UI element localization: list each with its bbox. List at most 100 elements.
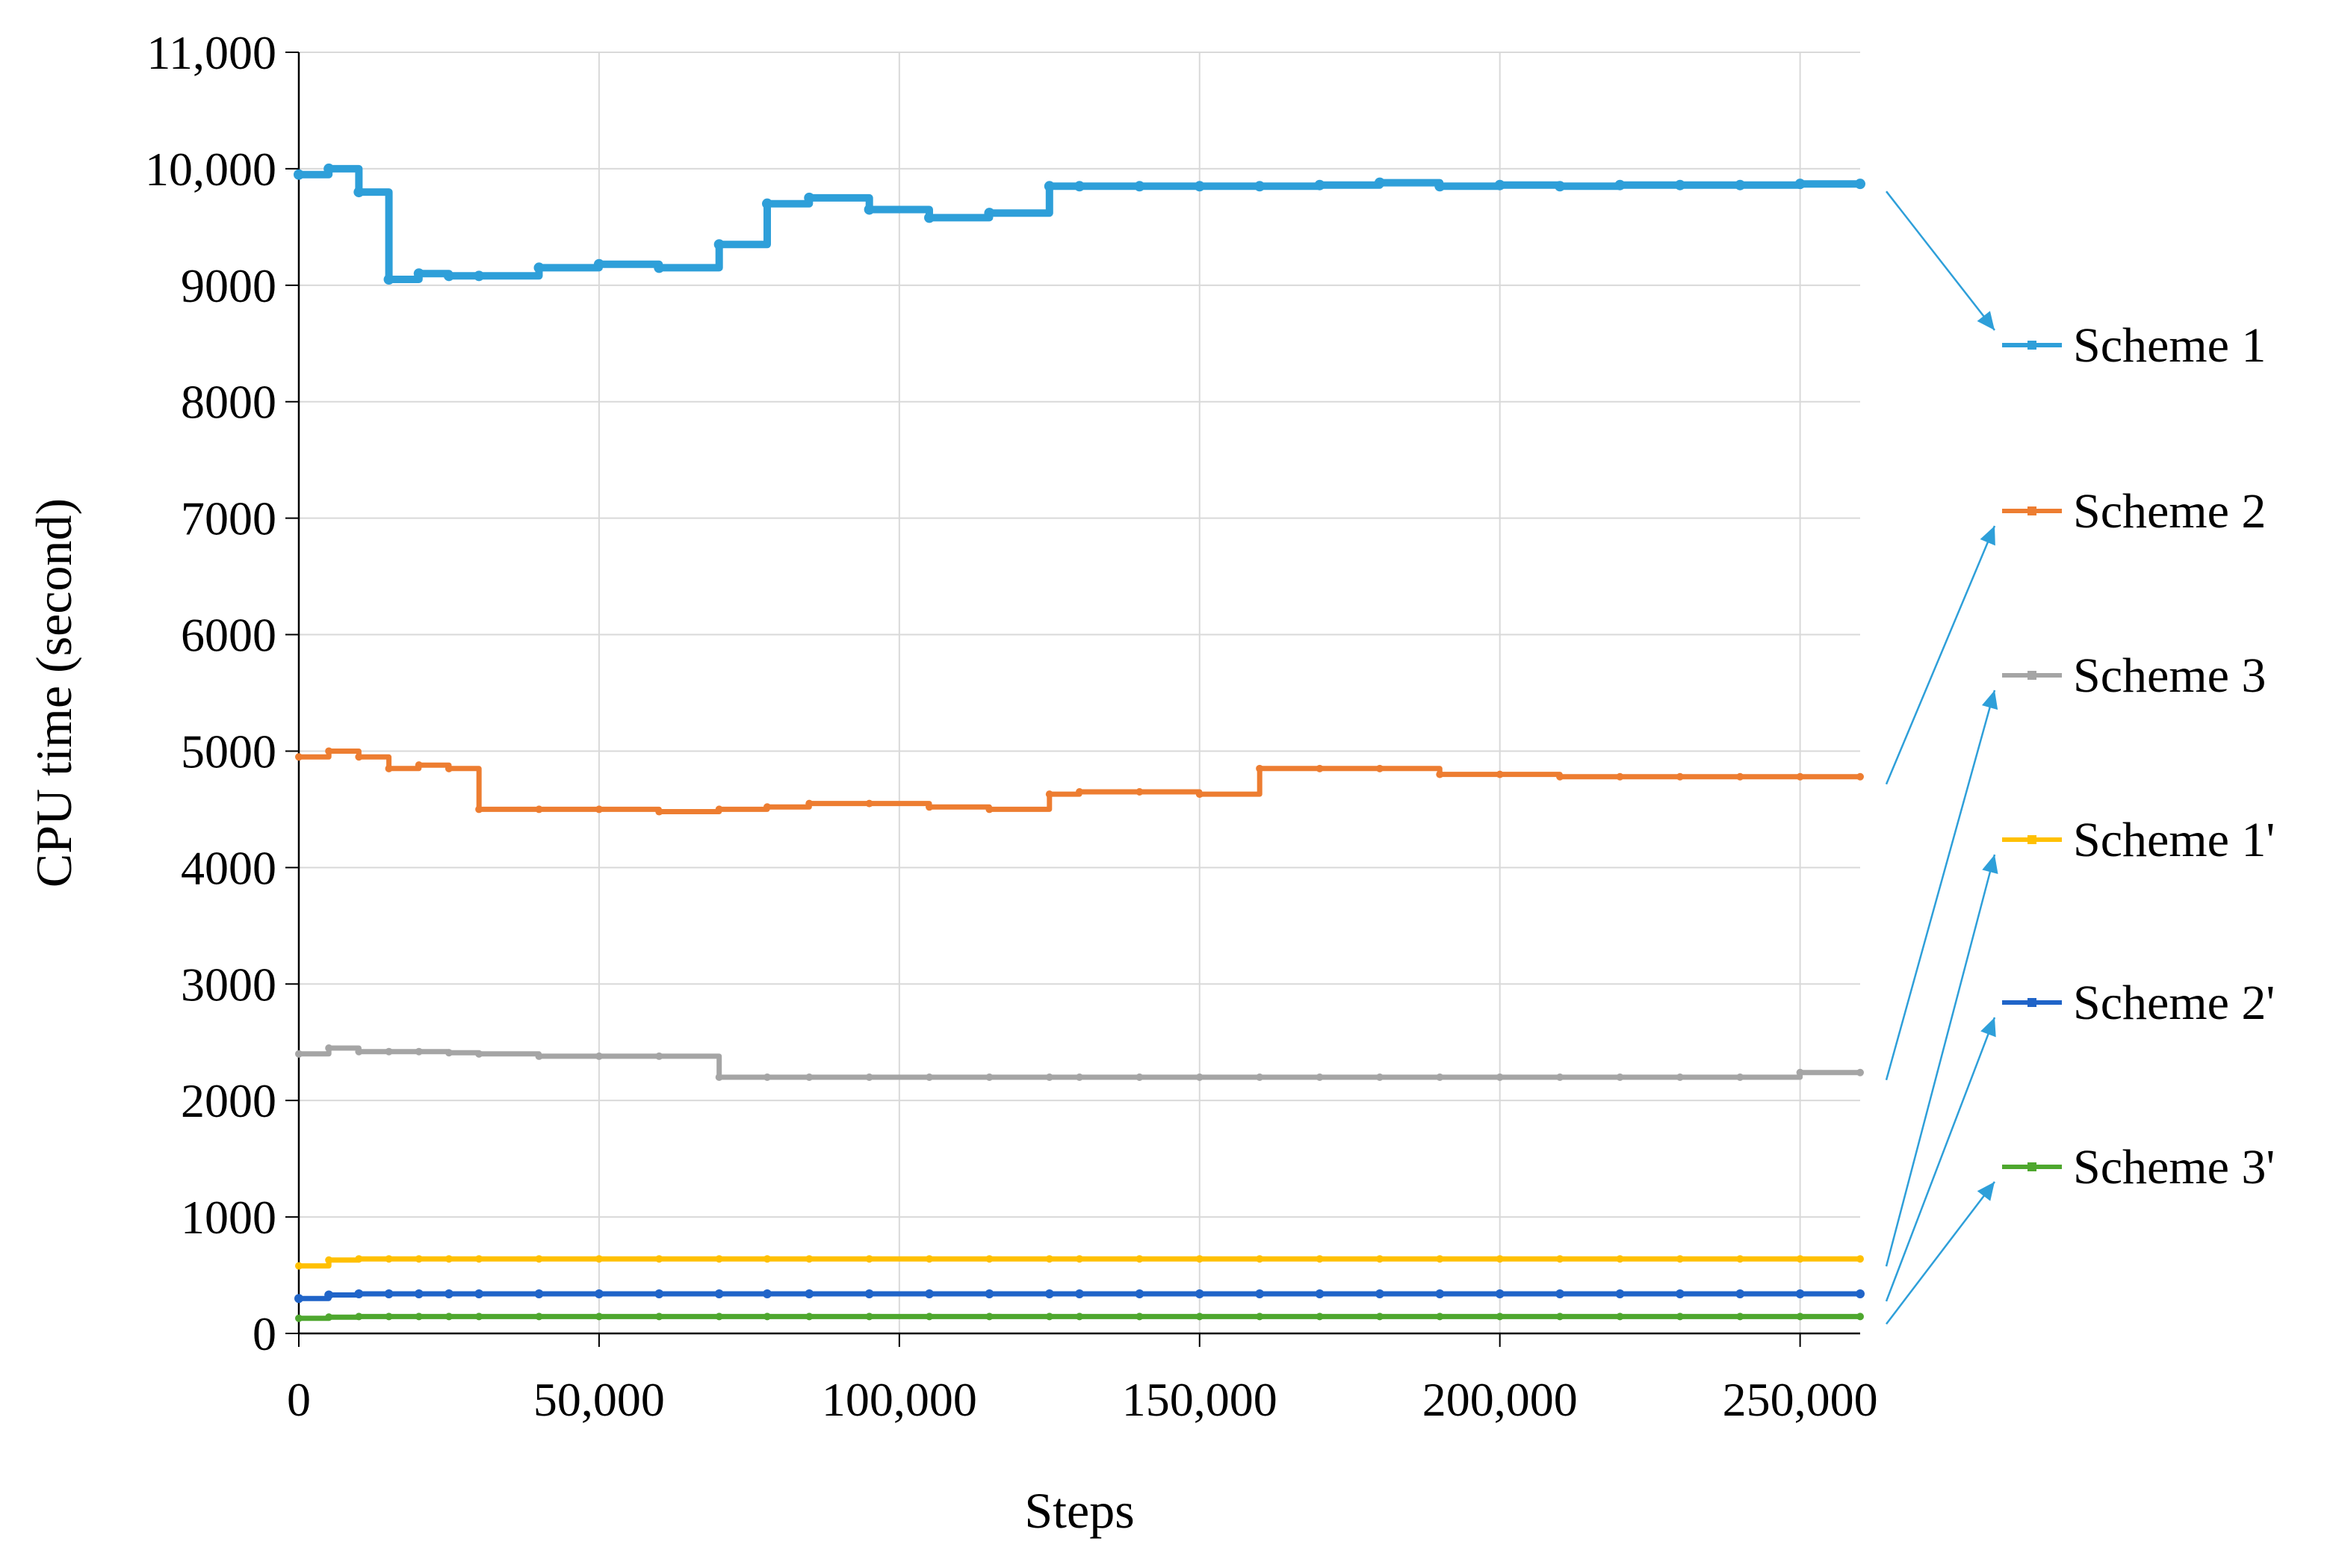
data-point [475, 1255, 483, 1263]
data-point [1496, 770, 1504, 778]
leader-arrowhead [1981, 690, 1998, 710]
data-point [355, 753, 363, 761]
data-point [1795, 1289, 1805, 1298]
data-point [805, 1313, 814, 1321]
legend-marker [2027, 506, 2036, 515]
data-point [715, 1313, 723, 1321]
data-point [1794, 179, 1806, 190]
leader-line [1885, 854, 1996, 1267]
data-point [865, 1255, 873, 1263]
data-point [1045, 1073, 1053, 1081]
data-point [926, 1313, 934, 1321]
y-tick-label: 9000 [181, 259, 276, 312]
data-point [655, 1313, 663, 1321]
data-point [355, 1255, 363, 1263]
data-point [1044, 1289, 1054, 1298]
data-point [1375, 1313, 1384, 1321]
data-point [295, 1050, 303, 1058]
data-point [1555, 181, 1566, 192]
data-point [1856, 1255, 1864, 1263]
data-point [475, 1313, 483, 1321]
data-point [325, 747, 333, 755]
data-point [413, 268, 424, 279]
data-point [805, 1073, 814, 1081]
data-point [1436, 770, 1444, 778]
series-line-2 [299, 749, 1860, 814]
data-point [1195, 790, 1203, 799]
data-point [475, 1050, 483, 1058]
data-point [1855, 179, 1865, 190]
data-point [1045, 1313, 1053, 1321]
data-point [475, 805, 483, 814]
data-point [474, 270, 485, 282]
data-point [354, 1289, 364, 1298]
series-line-1 [299, 164, 1860, 283]
data-point [444, 1255, 453, 1263]
data-point [355, 1047, 363, 1056]
data-point [805, 799, 814, 808]
data-point [1736, 772, 1744, 781]
data-point [593, 258, 604, 270]
data-point [1736, 1313, 1744, 1321]
data-point [985, 1255, 994, 1263]
data-point [444, 764, 453, 772]
data-point [1194, 181, 1205, 192]
data-point [1195, 1255, 1203, 1263]
data-point [1676, 772, 1684, 781]
data-point [804, 192, 815, 203]
data-point [444, 1289, 453, 1298]
data-point [763, 1289, 772, 1298]
data-point [805, 1289, 814, 1298]
data-point [1314, 179, 1325, 190]
data-point [295, 1262, 303, 1270]
data-point [385, 1313, 393, 1321]
data-point [1136, 788, 1144, 796]
data-point [535, 1313, 543, 1321]
data-point [1316, 1255, 1324, 1263]
data-point [985, 1289, 994, 1298]
legend-marker [2027, 671, 2036, 680]
legend-marker [2027, 1162, 2036, 1171]
data-point [1796, 1068, 1804, 1076]
data-point [1856, 1289, 1865, 1298]
data-point [1256, 1073, 1264, 1081]
legend-label: Scheme 3' [2073, 1140, 2275, 1194]
data-point [1616, 1313, 1624, 1321]
data-point [1195, 1289, 1204, 1298]
data-point [385, 1255, 393, 1263]
data-point [415, 1047, 423, 1056]
data-point [385, 764, 393, 772]
tick-labels: 0 1000 2000 3000 4000 5000 6000 7000 8000 9000 10,… [145, 26, 1878, 1426]
data-point [654, 1289, 664, 1298]
data-point [1315, 1289, 1325, 1298]
legend-item: Scheme 2' [1885, 976, 2275, 1302]
legend-marker [2027, 341, 2036, 350]
data-point [1556, 1255, 1564, 1263]
data-point [1676, 1073, 1684, 1081]
data-point [1735, 1289, 1745, 1298]
data-point [294, 169, 304, 180]
data-point [355, 1313, 363, 1321]
data-point [1495, 1289, 1505, 1298]
data-point [1614, 179, 1626, 190]
data-point [1556, 1313, 1564, 1321]
data-point [594, 1289, 604, 1298]
data-point [984, 208, 995, 219]
data-point [1044, 181, 1055, 192]
data-point [1255, 1289, 1265, 1298]
x-tick-label: 50,000 [533, 1373, 665, 1426]
x-tick-label: 100,000 [822, 1373, 977, 1426]
data-point [1736, 1255, 1744, 1263]
data-point [865, 799, 873, 808]
y-tick-label: 6000 [181, 609, 276, 662]
data-point [1735, 179, 1746, 190]
x-tick-label: 0 [287, 1373, 311, 1426]
data-point [1195, 1073, 1203, 1081]
data-point [1436, 1255, 1444, 1263]
data-point [925, 1289, 935, 1298]
legend-item: Scheme 1' [1885, 813, 2275, 1267]
data-point [763, 1073, 771, 1081]
data-point [865, 1073, 873, 1081]
data-point [1076, 788, 1083, 796]
